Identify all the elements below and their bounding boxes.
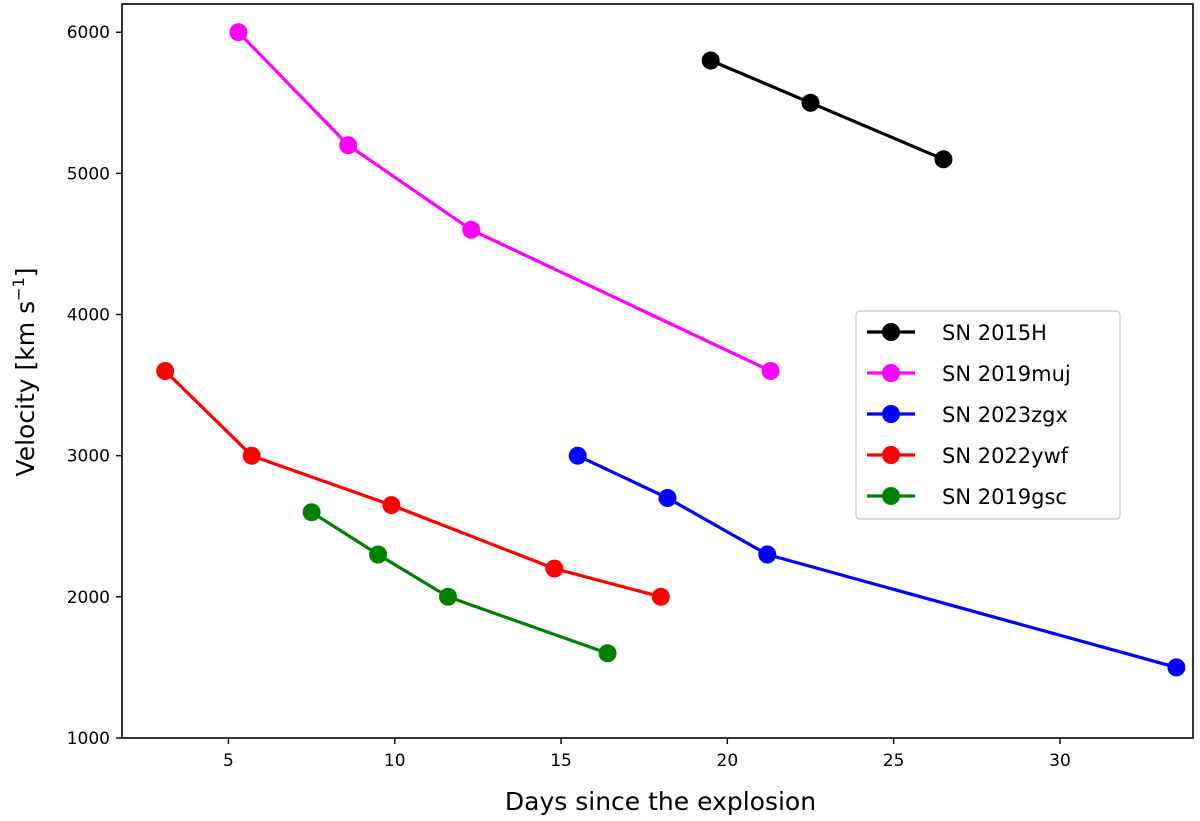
- series-line: [577, 454, 1177, 669]
- y-tick-label: 5000: [67, 164, 110, 184]
- x-tick-label: 10: [384, 751, 406, 771]
- legend-item: SN 2015H: [867, 321, 1047, 345]
- legend-marker: [882, 446, 900, 464]
- data-point: [1167, 658, 1186, 677]
- data-point: [156, 362, 175, 380]
- legend-label: SN 2015H: [942, 321, 1047, 345]
- data-point: [758, 545, 777, 564]
- data-point: [761, 362, 780, 380]
- data-point: [462, 220, 481, 239]
- x-tick-label: 5: [223, 751, 234, 771]
- series-0: [701, 51, 953, 169]
- series-4: [302, 503, 617, 663]
- data-point: [568, 446, 587, 465]
- data-point: [302, 503, 321, 522]
- x-axis-title: Days since the explosion: [505, 787, 816, 816]
- data-point: [545, 559, 564, 578]
- data-point: [339, 136, 358, 155]
- series-3: [156, 362, 670, 606]
- y-tick-label: 3000: [67, 447, 110, 467]
- y-tick-label: 2000: [67, 588, 110, 608]
- legend-item: SN 2022ywf: [867, 444, 1069, 468]
- data-point: [369, 545, 388, 564]
- legend-label: SN 2019muj: [942, 362, 1071, 386]
- legend-marker: [882, 364, 900, 382]
- legend-marker: [882, 323, 900, 341]
- series-line: [237, 31, 772, 373]
- plot-frame: [121, 3, 1194, 739]
- data-point: [801, 93, 820, 112]
- data-point: [382, 496, 401, 515]
- series-2: [568, 446, 1186, 677]
- data-point: [229, 23, 248, 42]
- legend: SN 2015H SN 2019muj SN 2023zgx SN 2022ywf SN…: [855, 310, 1121, 520]
- legend-marker: [882, 405, 900, 423]
- legend-marker: [882, 487, 900, 505]
- data-point: [701, 51, 720, 70]
- y-tick-label: 1000: [67, 729, 110, 749]
- legend-item: SN 2019gsc: [867, 485, 1067, 509]
- data-point: [598, 644, 617, 663]
- y-tick-label: 4000: [67, 306, 110, 326]
- legend-box: [855, 310, 1121, 520]
- data-point: [934, 150, 953, 169]
- data-point: [658, 489, 677, 507]
- series-line: [310, 510, 609, 655]
- x-tick-label: 20: [717, 751, 739, 771]
- legend-label: SN 2023zgx: [942, 403, 1068, 427]
- legend-label: SN 2022ywf: [942, 444, 1069, 468]
- x-tick-label: 25: [883, 751, 905, 771]
- legend-label: SN 2019gsc: [942, 485, 1067, 509]
- data-point: [651, 587, 670, 606]
- legend-item: SN 2023zgx: [867, 403, 1068, 427]
- x-tick-label: 15: [550, 751, 572, 771]
- data-point: [242, 446, 261, 465]
- y-axis-title: Velocity [km s−1]: [9, 268, 40, 477]
- legend-item: SN 2019muj: [867, 362, 1071, 386]
- y-tick-label: 6000: [67, 23, 110, 43]
- x-tick-label: 30: [1049, 751, 1071, 771]
- series-line: [164, 369, 662, 599]
- series-1: [229, 23, 780, 380]
- data-point: [439, 587, 457, 606]
- series-line: [710, 59, 945, 161]
